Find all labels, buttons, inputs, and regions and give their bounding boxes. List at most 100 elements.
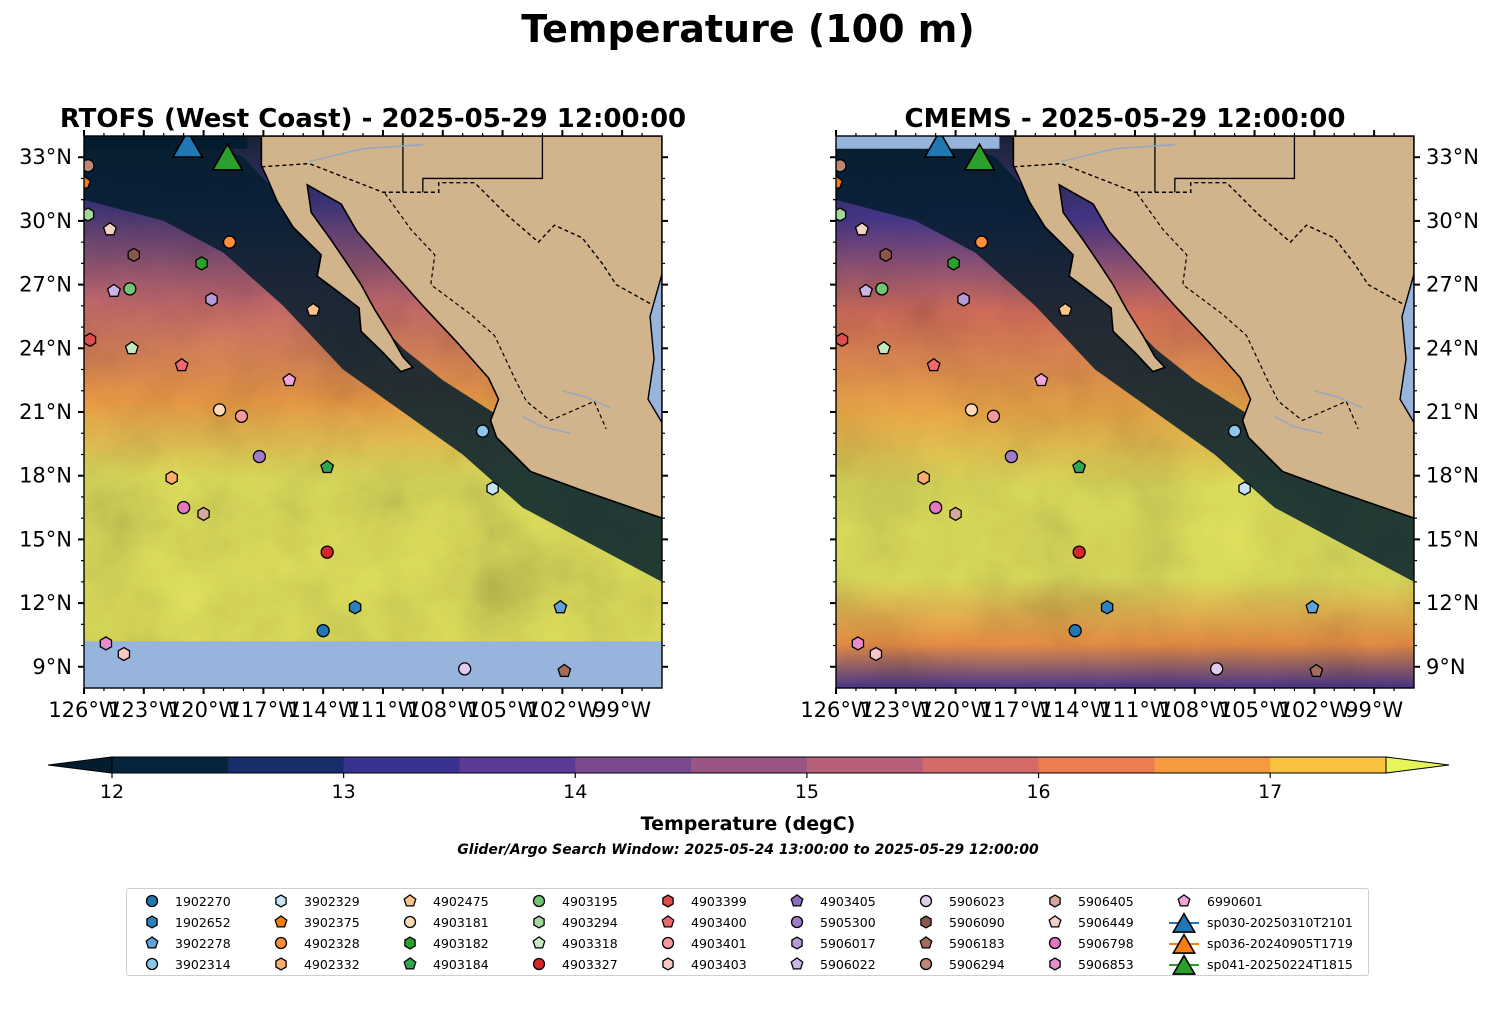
legend-hexagon-icon	[791, 936, 803, 950]
marker-4903195	[123, 282, 137, 296]
legend-pentagon-icon	[1048, 915, 1062, 928]
legend-label: 4903182	[433, 935, 489, 951]
x-tick-label: 123°W	[108, 698, 180, 722]
legend-label: 4903400	[691, 914, 747, 930]
colorbar-segment	[459, 757, 576, 773]
marker-3902314	[1227, 424, 1242, 438]
legend-pentagon-icon	[145, 936, 159, 949]
legend-label: 4903294	[562, 914, 618, 930]
marker-4903400	[926, 357, 941, 372]
legend-label: 4903195	[562, 893, 618, 909]
legend-pentagon-icon	[919, 936, 933, 949]
legend-entry: 5906017	[780, 933, 876, 953]
x-tick-label: 120°W	[168, 698, 240, 722]
legend-entry: 4903181	[393, 912, 489, 932]
legend-hexagon-icon	[662, 957, 674, 971]
x-tick-label: 120°W	[920, 698, 992, 722]
legend-circle-icon	[919, 894, 933, 908]
x-tick-label: 102°W	[1279, 698, 1351, 722]
legend-entry: sp030-20250310T2101	[1167, 912, 1353, 933]
legend-label: 4903401	[691, 935, 747, 951]
x-tick-label: 99°W	[1345, 698, 1403, 722]
x-tick-label: 108°W	[1159, 698, 1231, 722]
marker-5906405	[197, 506, 210, 522]
legend-hexagon-icon	[146, 915, 158, 929]
marker-4903182	[947, 256, 960, 271]
legend-entry: 4903405	[780, 891, 876, 911]
legend-hexagon-icon	[1049, 894, 1061, 908]
axis-ticks: 126°W123°W120°W117°W114°W111°W108°W105°W…	[800, 130, 1479, 722]
legend-marker	[919, 957, 933, 971]
marker-4903294	[84, 207, 95, 222]
float-markers	[84, 136, 572, 678]
colorbar-segment	[343, 757, 460, 773]
legend-marker	[533, 915, 545, 929]
marker-4902328	[222, 235, 237, 249]
legend-label: 3902278	[175, 935, 231, 951]
legend-triangle-icon	[1171, 912, 1197, 933]
x-tick-label: 105°W	[1219, 698, 1291, 722]
marker-4903327	[320, 545, 334, 559]
marker-sp030-20250310T2101	[171, 136, 204, 158]
colorbar-segment	[1270, 757, 1387, 773]
legend-label: 5906294	[949, 956, 1005, 972]
colorbar-segment	[922, 757, 1040, 773]
marker-4903399	[836, 332, 849, 348]
legend-marker	[1048, 915, 1062, 928]
legend-entry: 4903403	[651, 954, 747, 974]
temperature-field	[836, 136, 1414, 688]
marker-3902375	[836, 175, 844, 189]
legend-entry: 1902652	[135, 912, 231, 932]
colorbar: 12 13 14 15 16 17	[47, 756, 1450, 803]
legend-pentagon-icon	[274, 915, 288, 928]
legend-hexagon-icon	[404, 936, 416, 950]
colorbar-tick-label: 13	[332, 781, 356, 803]
colorbar-outline	[111, 756, 1387, 774]
marker-3902278	[553, 599, 568, 614]
legend-entry: 1902270	[135, 891, 231, 911]
legend-marker	[274, 936, 288, 950]
legend-triangle-icon	[1171, 933, 1197, 954]
no-data-region	[84, 641, 662, 688]
legend-label: sp041-20250224T1815	[1207, 956, 1353, 972]
legend-marker	[145, 936, 159, 949]
legend-entry: 5906294	[909, 954, 1005, 974]
marker-4903399	[84, 332, 97, 348]
marker-4903403	[117, 646, 131, 662]
marker-4903184	[320, 459, 335, 474]
legend-pentagon-icon	[790, 894, 804, 907]
legend-circle-icon	[790, 915, 804, 929]
y-tick-label: 9°N	[1426, 655, 1466, 679]
marker-4903401	[986, 409, 1001, 423]
legend-marker	[403, 894, 417, 907]
legend-label: sp030-20250310T2101	[1207, 914, 1353, 930]
legend-label: 5906183	[949, 935, 1005, 951]
legend-entry: 5906798	[1038, 933, 1134, 953]
legend-entry: 4902475	[393, 891, 489, 911]
legend-marker	[1177, 894, 1191, 907]
marker-4903181	[212, 403, 227, 417]
marker-5906183	[1309, 663, 1324, 678]
legend-label: 5906022	[820, 956, 876, 972]
legend-label: 1902652	[175, 914, 231, 930]
legend-entry: 4903399	[651, 891, 747, 911]
legend-label: 5906017	[820, 935, 876, 951]
colorbar-tick-label: 12	[100, 781, 124, 803]
legend: 1902270 1902652 3902278 3902314 3902329 39023…	[126, 888, 1369, 976]
legend-marker	[662, 957, 674, 971]
legend-label: 4902475	[433, 893, 489, 909]
colorbar-tick-label: 15	[795, 781, 819, 803]
legend-entry: 5906449	[1038, 912, 1134, 932]
y-tick-label: 12°N	[1426, 591, 1479, 615]
marker-4903403	[869, 646, 883, 662]
marker-5906023	[458, 662, 472, 676]
legend-marker	[403, 957, 417, 970]
y-tick-label: 27°N	[1426, 273, 1479, 297]
legend-circle-icon	[145, 894, 159, 908]
marker-5906449	[102, 221, 117, 236]
legend-entry: 4903318	[522, 933, 618, 953]
colorbar-segment	[1154, 757, 1271, 773]
legend-marker	[919, 894, 933, 908]
panel-title: RTOFS (West Coast) - 2025-05-29 12:00:00	[60, 104, 686, 134]
search-window-subtitle: Glider/Argo Search Window: 2025-05-24 13…	[457, 842, 1039, 858]
